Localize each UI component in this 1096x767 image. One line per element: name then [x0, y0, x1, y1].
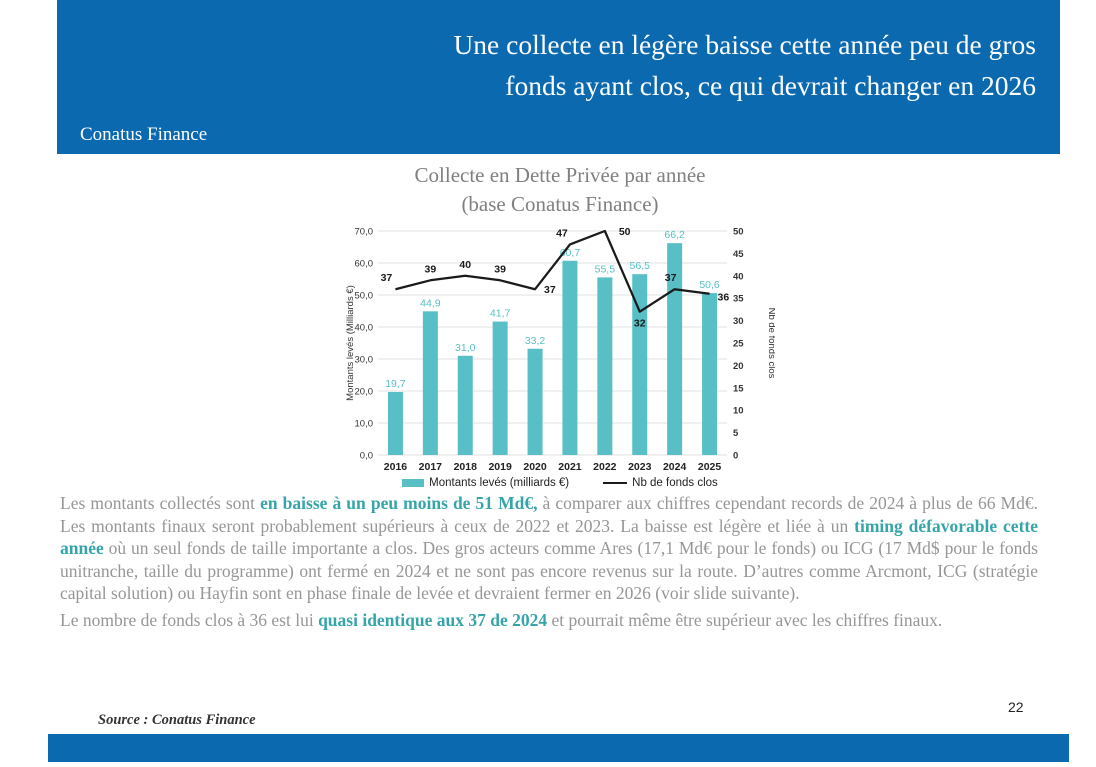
svg-text:2017: 2017 [419, 461, 443, 473]
svg-text:37: 37 [665, 272, 677, 284]
svg-text:2023: 2023 [628, 461, 652, 473]
source-note: Source : Conatus Finance [98, 712, 256, 728]
footer-bar [48, 734, 1069, 762]
slide-title-line2: fonds ayant clos, ce qui devrait changer… [505, 70, 1036, 102]
brand-label: Conatus Finance [80, 124, 208, 145]
svg-text:60,0: 60,0 [355, 259, 374, 270]
slide-title: Une collecte en légère baisse cette anné… [453, 24, 1036, 107]
svg-text:40: 40 [459, 259, 471, 271]
slide-title-line1: Une collecte en légère baisse cette anné… [453, 29, 1036, 60]
chart-legend: Montants levés (milliards €) Nb de fonds… [345, 477, 775, 489]
svg-text:50: 50 [619, 226, 631, 238]
svg-text:10: 10 [733, 406, 744, 417]
svg-text:50,0: 50,0 [355, 291, 374, 302]
svg-text:31,0: 31,0 [455, 342, 476, 354]
svg-text:39: 39 [425, 263, 437, 275]
accent-text: en baisse à un peu moins de 51 Md€, [260, 493, 538, 513]
svg-text:30: 30 [733, 316, 744, 327]
svg-text:39: 39 [494, 263, 506, 275]
svg-text:47: 47 [556, 227, 568, 239]
paragraph: Le nombre de fonds clos à 36 est lui qua… [60, 609, 1038, 632]
svg-text:32: 32 [634, 318, 646, 330]
svg-text:20,0: 20,0 [355, 387, 374, 398]
svg-text:20: 20 [733, 361, 744, 372]
svg-text:30,0: 30,0 [355, 355, 374, 366]
bar-swatch-icon [402, 479, 425, 487]
chart-title-line1: Collecte en Dette Privée par année [414, 163, 706, 187]
svg-text:70,0: 70,0 [355, 227, 374, 238]
svg-text:25: 25 [733, 339, 744, 350]
text-run: Le nombre de fonds clos à 36 est lui [60, 609, 319, 630]
svg-text:0,0: 0,0 [360, 451, 373, 462]
svg-text:35: 35 [733, 294, 744, 305]
chart-container: Collecte en Dette Privée par année (base… [345, 161, 775, 489]
svg-text:5: 5 [733, 428, 739, 439]
svg-text:37: 37 [381, 272, 393, 284]
svg-text:15: 15 [733, 383, 744, 394]
paragraph: Les montants collectés sont en baisse à … [60, 492, 1038, 605]
body-text: Les montants collectés sont en baisse à … [60, 492, 1038, 636]
svg-text:Montants levés (Milliards €): Montants levés (Milliards €) [345, 285, 356, 401]
accent-text: timing défavorable cette année [60, 515, 1038, 559]
svg-text:50: 50 [733, 227, 744, 238]
svg-text:55,5: 55,5 [595, 263, 616, 275]
text-run: et pourrait même être supérieur avec les… [547, 609, 943, 630]
svg-text:10,0: 10,0 [355, 419, 374, 430]
svg-text:37: 37 [544, 284, 556, 296]
text-run: Les montants collectés sont [60, 493, 261, 513]
left-axis-ticks: 0,0 10,0 20,0 30,0 40,0 50,0 60,0 70,0 [355, 227, 374, 462]
svg-text:2018: 2018 [454, 461, 478, 473]
axis-titles: Montants levés (Milliards €) Nb de fonds … [345, 285, 775, 401]
line-swatch-icon [603, 481, 628, 485]
chart-title-line2: (base Conatus Finance) [461, 191, 659, 216]
header-banner: Une collecte en légère baisse cette anné… [57, 0, 1060, 154]
svg-text:2021: 2021 [558, 461, 582, 473]
svg-text:2022: 2022 [593, 461, 617, 473]
text-run: à comparer aux chiffres cependant record… [60, 493, 1038, 536]
svg-text:41,7: 41,7 [490, 308, 511, 320]
svg-text:66,2: 66,2 [664, 229, 685, 241]
legend-label-bars: Montants levés (milliards €) [429, 477, 570, 489]
legend-item-bars: Montants levés (milliards €) [402, 477, 569, 489]
svg-text:2020: 2020 [523, 461, 547, 473]
svg-text:44,9: 44,9 [420, 297, 441, 309]
legend-item-line: Nb de fonds clos [603, 477, 718, 489]
chart-title: Collecte en Dette Privée par année (base… [345, 161, 775, 223]
svg-text:2024: 2024 [663, 461, 687, 473]
svg-text:2019: 2019 [488, 461, 512, 473]
svg-text:56,5: 56,5 [630, 260, 651, 272]
bars [387, 243, 718, 455]
bar-labels: 19,744,931,041,733,260,755,5 56,566,250,6 [385, 229, 720, 390]
line-labels: 37 39 40 39 37 47 50 32 37 36 [381, 226, 730, 330]
collecte-chart: 0,010,020,030,040,050,060,070,0051015202… [345, 226, 775, 473]
accent-text: quasi identique aux 37 de 2024 [318, 609, 548, 630]
svg-text:45: 45 [733, 249, 744, 260]
text-run: où un seul fonds de taille importante a … [60, 538, 1038, 604]
svg-text:40,0: 40,0 [355, 323, 374, 334]
svg-text:36: 36 [718, 292, 730, 304]
svg-text:50,6: 50,6 [699, 279, 720, 291]
right-axis-ticks: 0 5 10 15 20 25 30 35 40 45 50 [733, 227, 744, 462]
fonds-clos-line [395, 229, 710, 313]
svg-text:2016: 2016 [384, 461, 408, 473]
svg-text:2025: 2025 [698, 461, 722, 473]
svg-text:40: 40 [733, 271, 744, 282]
svg-text:Nb de fonds clos: Nb de fonds clos [766, 308, 775, 379]
svg-text:0: 0 [733, 451, 738, 462]
page-number: 22 [1008, 699, 1024, 715]
legend-label-line: Nb de fonds clos [632, 477, 718, 489]
svg-text:33,2: 33,2 [525, 335, 546, 347]
svg-text:19,7: 19,7 [385, 378, 406, 390]
x-axis-labels: 2016 2017 2018 2019 2020 2021 2022 2023 2024 2025 [384, 461, 722, 473]
